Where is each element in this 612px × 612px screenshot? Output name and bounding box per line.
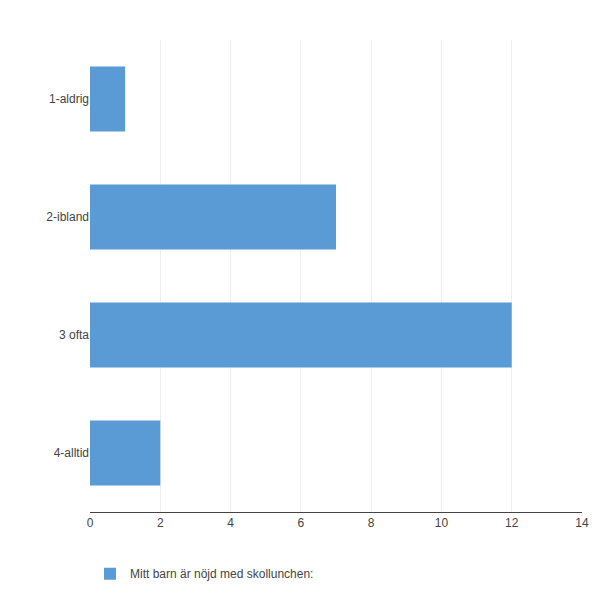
svg-text:12: 12 <box>505 516 519 530</box>
svg-text:4-alltid: 4-alltid <box>54 446 89 460</box>
svg-text:14: 14 <box>575 516 589 530</box>
svg-text:1-aldrig: 1-aldrig <box>49 92 89 106</box>
svg-text:6: 6 <box>298 516 305 530</box>
svg-text:8: 8 <box>368 516 375 530</box>
svg-text:4: 4 <box>227 516 234 530</box>
svg-text:Mitt barn är nöjd med skollunc: Mitt barn är nöjd med skollunchen: <box>130 567 313 581</box>
svg-text:2: 2 <box>157 516 164 530</box>
svg-text:0: 0 <box>87 516 94 530</box>
svg-text:2-ibland: 2-ibland <box>46 210 89 224</box>
svg-text:10: 10 <box>435 516 449 530</box>
svg-text:3 ofta: 3 ofta <box>59 328 89 342</box>
